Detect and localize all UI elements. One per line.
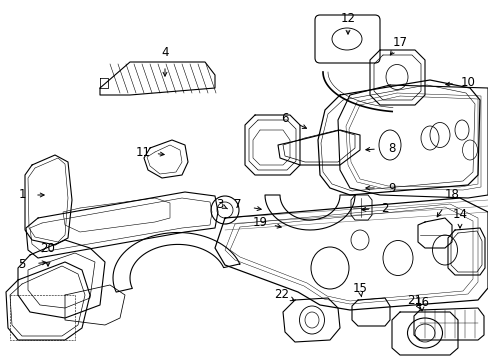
Text: 21: 21 <box>407 293 422 306</box>
Text: 7: 7 <box>234 198 241 211</box>
Text: 16: 16 <box>414 296 428 309</box>
Text: 2: 2 <box>381 202 388 215</box>
Text: 10: 10 <box>460 76 474 89</box>
Text: 22: 22 <box>274 288 289 302</box>
Text: 17: 17 <box>392 36 407 49</box>
Text: 15: 15 <box>352 282 366 294</box>
Text: 20: 20 <box>41 242 55 255</box>
Text: 12: 12 <box>340 12 355 24</box>
Text: 3: 3 <box>216 198 223 211</box>
Text: 8: 8 <box>387 141 395 154</box>
Text: 19: 19 <box>252 216 267 229</box>
Text: 11: 11 <box>135 145 150 158</box>
Text: 1: 1 <box>18 189 26 202</box>
Text: 4: 4 <box>161 45 168 58</box>
Text: 14: 14 <box>451 208 467 221</box>
Text: 9: 9 <box>387 181 395 194</box>
Text: 6: 6 <box>281 112 288 125</box>
Text: 5: 5 <box>18 258 26 271</box>
Text: 18: 18 <box>444 189 459 202</box>
